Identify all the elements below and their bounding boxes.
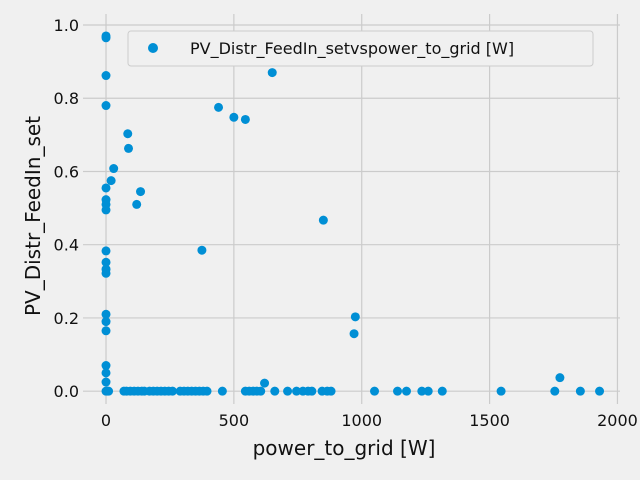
- scatter-point: [307, 386, 317, 396]
- scatter-point: [101, 71, 111, 81]
- legend-label: PV_Distr_FeedIn_setvspower_to_grid [W]: [190, 39, 514, 59]
- scatter-point: [318, 215, 328, 225]
- scatter-point: [197, 245, 207, 255]
- scatter-point: [555, 373, 565, 383]
- y-tick-label: 0.6: [54, 162, 79, 181]
- scatter-point: [101, 361, 111, 371]
- x-tick-label: 500: [219, 411, 250, 430]
- x-axis-label: power_to_grid [W]: [253, 436, 436, 460]
- y-tick-label: 0.2: [54, 309, 79, 328]
- scatter-point: [168, 386, 177, 396]
- scatter-point: [101, 377, 111, 387]
- scatter-point: [136, 187, 146, 197]
- scatter-point: [350, 312, 360, 322]
- x-tick-label: 1500: [469, 411, 510, 430]
- scatter-point: [101, 205, 111, 215]
- scatter-point: [370, 386, 380, 396]
- scatter-point: [101, 268, 111, 278]
- scatter-point: [214, 102, 224, 112]
- scatter-point: [101, 257, 111, 267]
- scatter-point: [104, 386, 114, 396]
- scatter-point: [101, 309, 111, 319]
- scatter-point: [109, 164, 119, 174]
- scatter-point: [437, 386, 447, 396]
- x-tick-label: 2000: [597, 411, 638, 430]
- scatter-point: [101, 368, 111, 378]
- y-axis-label: PV_Distr_FeedIn_set: [21, 116, 45, 316]
- legend-box: [127, 30, 594, 67]
- x-tick-label: 0: [101, 411, 111, 430]
- scatter-point: [270, 386, 280, 396]
- scatter-point: [595, 386, 605, 396]
- scatter-point: [106, 176, 116, 186]
- y-tick-label: 0.8: [54, 89, 79, 108]
- scatter-point: [550, 386, 560, 396]
- scatter-point: [101, 33, 111, 43]
- scatter-point: [401, 386, 411, 396]
- scatter-point: [229, 112, 239, 122]
- x-tick-label: 1000: [341, 411, 382, 430]
- scatter-point: [256, 386, 266, 396]
- scatter-point: [202, 386, 212, 396]
- scatter-point: [217, 386, 227, 396]
- scatter-point: [575, 386, 585, 396]
- scatter-point: [101, 246, 111, 256]
- scatter-point: [101, 317, 111, 327]
- scatter-point: [132, 199, 142, 209]
- scatter-points: [101, 31, 605, 396]
- scatter-point: [326, 386, 336, 396]
- scatter-point: [496, 386, 506, 396]
- tick-labels: 0 500 1000 1500 2000 0.0 0.2 0.4 0.6 0.8 1.0: [54, 16, 638, 430]
- scatter-point: [101, 183, 111, 193]
- legend: PV_Distr_FeedIn_setvspower_to_grid [W]: [127, 30, 594, 67]
- scatter-point: [101, 326, 111, 336]
- scatter-point: [101, 101, 111, 111]
- y-tick-label: 1.0: [54, 16, 79, 35]
- scatter-point: [417, 386, 427, 396]
- scatter-point: [124, 143, 134, 153]
- scatter-point: [283, 386, 293, 396]
- scatter-point: [349, 329, 359, 339]
- scatter-point: [267, 68, 277, 78]
- y-tick-label: 0.0: [54, 382, 79, 401]
- scatter-point: [393, 386, 403, 396]
- scatter-point: [292, 386, 302, 396]
- y-tick-label: 0.4: [54, 236, 79, 255]
- legend-marker: [148, 43, 158, 53]
- scatter-point: [260, 378, 270, 388]
- scatter-point: [240, 114, 250, 124]
- scatter-point: [123, 129, 133, 139]
- scatter-point: [423, 386, 433, 396]
